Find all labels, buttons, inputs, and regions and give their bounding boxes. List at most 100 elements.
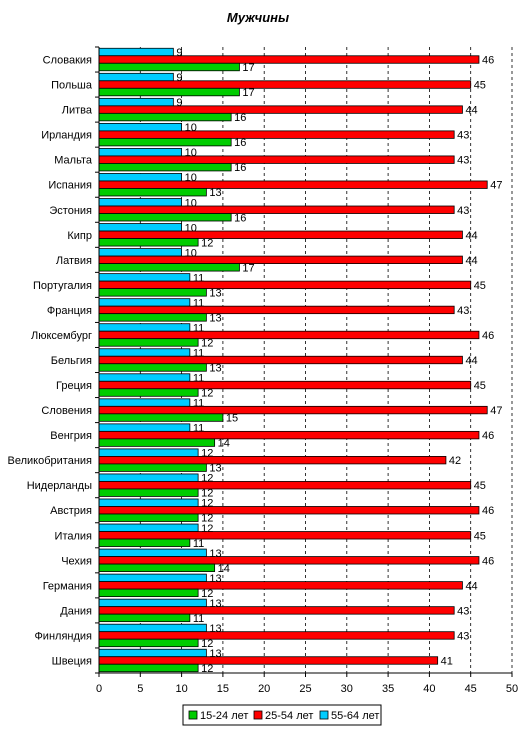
bar [98, 373, 191, 382]
bar [98, 405, 488, 415]
category-label: Португалия [33, 280, 92, 292]
category-label: Финляндия [34, 630, 92, 642]
x-tick-label: 40 [423, 683, 435, 695]
data-label: 43 [457, 155, 469, 167]
category-label: Ирландия [41, 130, 92, 142]
bar [98, 72, 174, 82]
bar [98, 523, 199, 532]
data-label: 43 [457, 605, 469, 617]
data-label: 15 [226, 413, 238, 425]
bar [98, 598, 207, 608]
category-label: Кипр [67, 230, 92, 242]
data-label: 16 [234, 137, 246, 149]
x-tick-label: 20 [258, 683, 270, 695]
bar [98, 648, 207, 658]
data-label: 11 [193, 398, 204, 410]
bar [98, 413, 224, 422]
bar [98, 155, 455, 164]
data-label: 43 [457, 205, 469, 217]
data-label: 45 [474, 480, 486, 492]
bar [98, 613, 191, 623]
x-tick-label: 15 [217, 683, 229, 695]
data-label: 11 [193, 322, 204, 334]
bar [98, 122, 182, 132]
category-label: Мальта [54, 155, 93, 167]
bar [98, 137, 232, 147]
bar [98, 263, 240, 272]
data-label: 45 [474, 80, 486, 92]
category-label: Швеция [52, 655, 92, 667]
bar [98, 513, 199, 522]
data-label: 11 [193, 423, 204, 435]
category-label: Латвия [56, 255, 92, 267]
bar [98, 130, 455, 139]
data-label: 12 [201, 513, 213, 525]
data-label: 11 [193, 297, 204, 309]
bar [98, 548, 207, 557]
bar [98, 588, 199, 598]
bar [98, 430, 480, 440]
data-label: 46 [482, 430, 494, 442]
category-label: Италия [55, 530, 93, 542]
data-label: 46 [482, 505, 494, 517]
data-label: 11 [193, 272, 204, 284]
data-label: 11 [193, 613, 204, 625]
x-tick-label: 30 [341, 683, 353, 695]
bar [98, 205, 455, 214]
data-label: 11 [193, 348, 204, 360]
bar [98, 638, 199, 648]
bar [98, 656, 439, 665]
bar [98, 348, 191, 357]
data-label: 46 [482, 330, 494, 342]
bar [98, 173, 182, 182]
category-label: Люксембург [31, 330, 92, 342]
legend-label: 15-24 лет [200, 710, 248, 722]
bar [98, 273, 191, 282]
bar [98, 62, 240, 72]
bar [98, 556, 480, 565]
data-label: 12 [201, 638, 213, 650]
data-label: 43 [457, 130, 469, 142]
legend-swatch [188, 710, 198, 720]
bar [98, 163, 232, 172]
category-label: Чехия [61, 555, 92, 567]
bar [98, 112, 232, 122]
bar [98, 213, 232, 222]
bar [98, 223, 182, 232]
bar [98, 388, 199, 397]
bar [98, 355, 463, 365]
bar [98, 423, 191, 432]
data-label: 11 [193, 373, 204, 385]
bar [98, 563, 216, 572]
data-label: 17 [242, 87, 254, 99]
category-label: Австрия [50, 505, 92, 517]
data-label: 14 [218, 438, 230, 450]
data-label: 43 [457, 305, 469, 317]
bar [98, 198, 182, 207]
category-label: Бельгия [51, 355, 92, 367]
bar [98, 148, 182, 157]
bar [98, 380, 472, 390]
category-label: Литва [62, 105, 93, 117]
data-label: 46 [482, 555, 494, 567]
legend-box [182, 704, 382, 726]
bar [98, 581, 463, 590]
data-label: 12 [201, 337, 213, 349]
bar [98, 363, 207, 372]
data-label: 43 [457, 630, 469, 642]
bar [98, 481, 472, 490]
legend-label: 55-64 лет [331, 710, 379, 722]
data-label: 9 [176, 97, 182, 109]
data-label: 9 [176, 47, 182, 59]
category-label: Эстония [49, 205, 92, 217]
x-tick-label: 35 [382, 683, 394, 695]
category-label: Испания [48, 180, 92, 192]
x-tick-label: 25 [299, 683, 311, 695]
data-label: 44 [465, 255, 477, 267]
data-label: 13 [209, 287, 221, 299]
bar [98, 305, 455, 315]
data-label: 16 [234, 212, 246, 224]
data-label: 44 [465, 355, 477, 367]
bar [98, 506, 480, 515]
